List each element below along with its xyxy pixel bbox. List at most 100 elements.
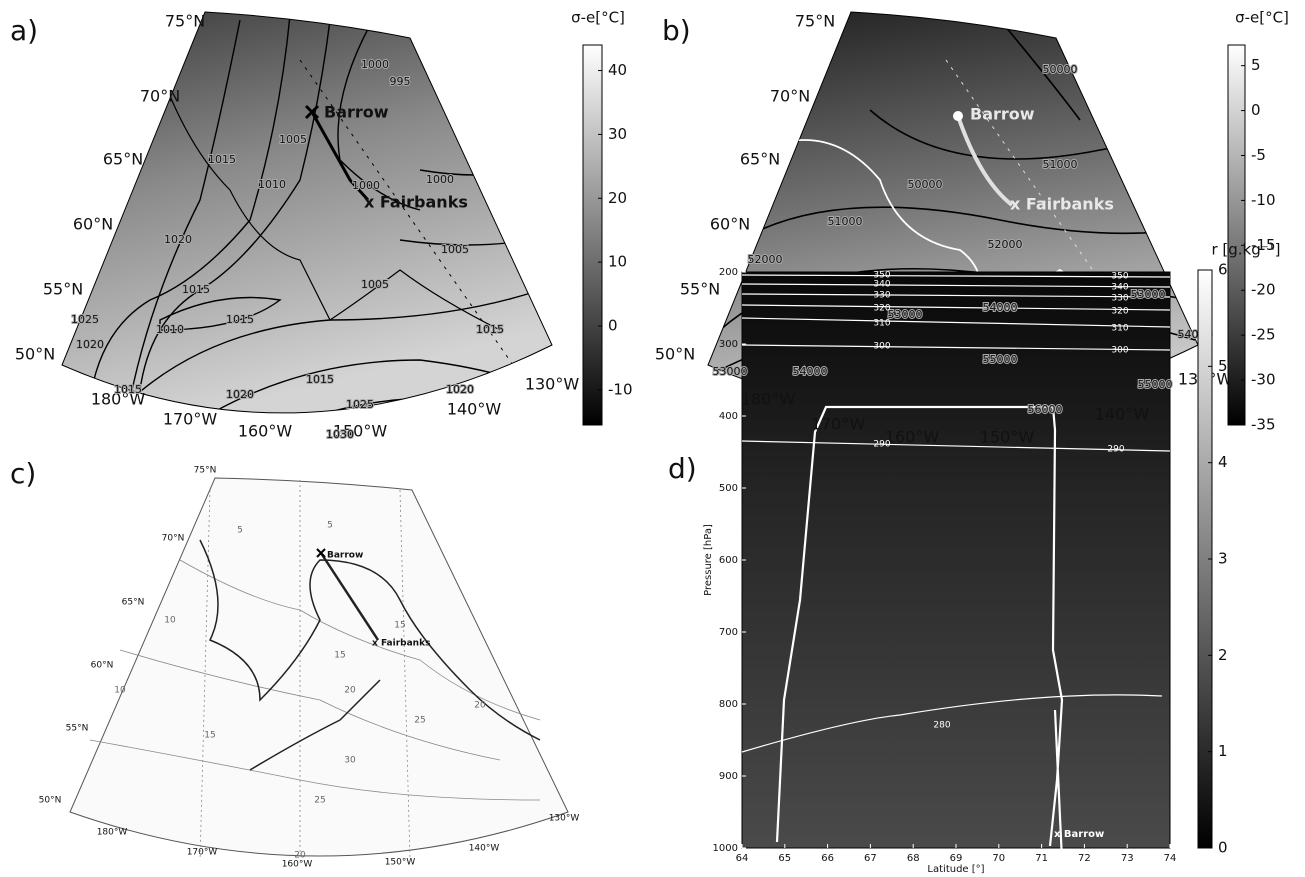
colorbar-tick-label: 3 bbox=[1218, 550, 1228, 568]
contour-label: 50000 bbox=[1043, 63, 1078, 76]
lat-label: 60°N bbox=[73, 215, 113, 234]
contour-label: 1000 bbox=[352, 179, 380, 192]
contour-label: 30 bbox=[344, 756, 356, 766]
contour-label: 1005 bbox=[361, 278, 389, 291]
contour-label: 51000 bbox=[828, 215, 863, 228]
cross-section bbox=[741, 271, 1171, 877]
x-tick-label: 69 bbox=[950, 853, 963, 864]
x-tick-label: 70 bbox=[992, 853, 1005, 864]
contour-label: 1000 bbox=[361, 58, 389, 71]
contour-label: 53000 bbox=[1131, 288, 1166, 301]
plot-area bbox=[741, 271, 1171, 849]
station-marker bbox=[953, 111, 963, 121]
colorbar-tick-label: 0 bbox=[1251, 101, 1261, 119]
colorbar-tick-label: 10 bbox=[608, 253, 627, 271]
colorbar-tick-label: -10 bbox=[608, 380, 633, 398]
lon-label: 160°W bbox=[282, 860, 313, 870]
station-label: x Fairbanks bbox=[364, 193, 468, 212]
contour-label: 1005 bbox=[279, 133, 307, 146]
contour-label: 56000 bbox=[1028, 403, 1063, 416]
station-label: x Fairbanks bbox=[1010, 195, 1114, 214]
contour-label: 53000 bbox=[713, 365, 748, 378]
y-tick-label: 1000 bbox=[713, 843, 738, 854]
x-tick-label: 74 bbox=[1164, 853, 1177, 864]
isentrope-label: 350 bbox=[1111, 272, 1128, 282]
contour-label: 20 bbox=[344, 686, 356, 696]
contour-label: 995 bbox=[390, 75, 411, 88]
isentrope-label: 320 bbox=[1111, 307, 1128, 317]
x-tick-label: 72 bbox=[1078, 853, 1091, 864]
lon-label: 130°W bbox=[525, 375, 580, 394]
lon-label: 170°W bbox=[811, 415, 866, 434]
contour-label: 25 bbox=[314, 796, 325, 806]
contour-label: 1010 bbox=[156, 323, 184, 336]
colorbar-tick-label: 20 bbox=[608, 189, 627, 207]
map-c bbox=[69, 477, 569, 861]
isentrope-label: 330 bbox=[873, 291, 890, 301]
colorbar-tick-label: -25 bbox=[1251, 326, 1276, 344]
colorbar-title: r [g.kg⁻¹] bbox=[1211, 241, 1280, 259]
isentrope-label: 340 bbox=[1111, 283, 1128, 293]
x-tick-label: 73 bbox=[1121, 853, 1134, 864]
y-tick-label: 600 bbox=[719, 555, 738, 566]
lat-label: 50°N bbox=[39, 796, 62, 806]
lat-label: 60°N bbox=[710, 215, 750, 234]
lon-label: 160°W bbox=[238, 422, 293, 441]
colorbar-tick-label: 1 bbox=[1218, 742, 1228, 760]
colorbar-tick-label: 4 bbox=[1218, 453, 1228, 471]
x-axis-title: Latitude [°] bbox=[927, 864, 984, 875]
y-tick-label: 900 bbox=[719, 771, 738, 782]
lon-label: 140°W bbox=[469, 844, 500, 854]
station-label: x Fairbanks bbox=[372, 639, 430, 649]
contour-label: 1020 bbox=[446, 383, 474, 396]
colorbar-tick-label: 40 bbox=[608, 61, 627, 79]
contour-label: 20 bbox=[474, 701, 486, 711]
contour-label: 1030 bbox=[326, 428, 354, 441]
lat-label: 75°N bbox=[194, 466, 217, 476]
x-tick-label: 67 bbox=[864, 853, 877, 864]
lon-label: 150°W bbox=[333, 422, 388, 441]
station-label: Barrow bbox=[324, 103, 389, 122]
isentrope-label: 340 bbox=[873, 280, 890, 290]
x-tick-label: 71 bbox=[1035, 853, 1048, 864]
isentrope-label: 280 bbox=[933, 721, 950, 731]
y-tick-label: 400 bbox=[719, 411, 738, 422]
isentrope-label: 300 bbox=[873, 342, 890, 352]
colorbar-tick-label: -20 bbox=[1251, 281, 1276, 299]
panel-label: a) bbox=[10, 14, 38, 47]
contour-label: 1015 bbox=[114, 383, 142, 396]
isentrope-label: 300 bbox=[1111, 346, 1128, 356]
contour-label: 50000 bbox=[908, 178, 943, 191]
contour-label: 1005 bbox=[441, 243, 469, 256]
lat-label: 55°N bbox=[43, 280, 83, 299]
y-tick-label: 700 bbox=[719, 627, 738, 638]
isentrope-label: 290 bbox=[873, 440, 890, 450]
contour-label: 1020 bbox=[76, 338, 104, 351]
colorbar-tick-label: 2 bbox=[1218, 646, 1228, 664]
contour-label: 10 bbox=[164, 616, 176, 626]
contour-label: 1025 bbox=[71, 313, 99, 326]
y-tick-label: 300 bbox=[719, 339, 738, 350]
contour-label: 5 bbox=[237, 526, 243, 536]
station-label: x Barrow bbox=[1054, 829, 1104, 840]
colorbar-tick-label: 5 bbox=[1251, 56, 1261, 74]
contour-label: 1020 bbox=[164, 233, 192, 246]
colorbar-tick-label: 6 bbox=[1218, 261, 1228, 279]
colorbar-tick-label: -30 bbox=[1251, 371, 1276, 389]
lon-label: 140°W bbox=[447, 400, 502, 419]
x-tick-label: 64 bbox=[736, 853, 749, 864]
lon-label: 160°W bbox=[885, 428, 940, 447]
y-tick-label: 800 bbox=[719, 699, 738, 710]
colorbar bbox=[1227, 44, 1246, 426]
panel-label: b) bbox=[662, 14, 691, 47]
lon-label: 150°W bbox=[980, 428, 1035, 447]
contour-label: 54000 bbox=[983, 301, 1018, 314]
colorbar-title: σ-e[°C] bbox=[1235, 9, 1289, 27]
lat-label: 50°N bbox=[15, 345, 55, 364]
lat-label: 60°N bbox=[91, 661, 114, 671]
contour-label: 1015 bbox=[306, 373, 334, 386]
lon-label: 170°W bbox=[187, 848, 218, 858]
contour-label: 1025 bbox=[346, 398, 374, 411]
panel-label: d) bbox=[668, 452, 697, 485]
